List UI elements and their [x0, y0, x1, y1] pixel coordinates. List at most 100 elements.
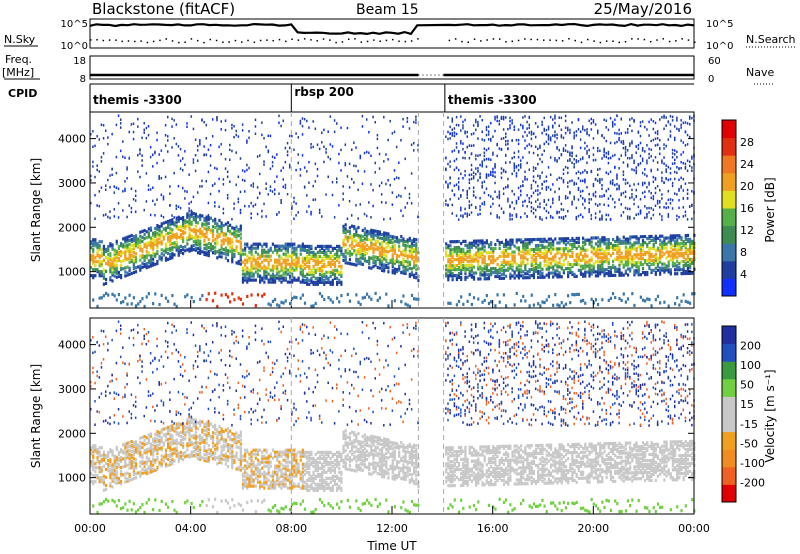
power-cell — [575, 217, 578, 221]
power-cell — [588, 155, 590, 158]
power-cell — [462, 253, 465, 258]
power-cell — [393, 130, 396, 134]
power-cell — [267, 134, 270, 138]
power-cell — [224, 250, 227, 254]
power-cell — [147, 235, 150, 239]
power-cell — [504, 274, 508, 278]
power-cell — [539, 275, 542, 279]
power-cell — [466, 130, 468, 134]
power-cell — [273, 260, 277, 264]
power-cell — [102, 246, 106, 250]
power-cell — [231, 246, 234, 250]
power-cell — [466, 267, 469, 271]
power-cell — [455, 115, 458, 119]
power-cell — [160, 232, 163, 236]
power-cell — [209, 154, 212, 158]
power-cell — [577, 118, 580, 121]
power-cell — [496, 274, 499, 279]
power-cell — [661, 268, 664, 272]
power-cell — [633, 261, 636, 265]
power-cell — [603, 268, 606, 272]
power-cell — [387, 240, 390, 244]
power-cell — [353, 164, 355, 168]
power-cell — [507, 254, 510, 258]
power-cell — [530, 238, 533, 242]
power-cell — [639, 295, 642, 299]
power-cell — [186, 238, 189, 242]
power-cell — [511, 256, 514, 260]
power-cell — [365, 292, 369, 296]
power-cell — [271, 190, 274, 193]
power-cell — [301, 293, 304, 297]
power-cell — [571, 252, 574, 257]
power-cell — [372, 188, 374, 192]
power-cell — [605, 218, 608, 221]
power-cell — [293, 148, 295, 151]
power-cell — [614, 245, 617, 250]
power-cell — [383, 249, 386, 253]
power-cell — [340, 264, 343, 268]
power-cell — [113, 258, 116, 262]
power-cell — [639, 141, 642, 145]
power-cell — [502, 117, 505, 121]
power-cell — [513, 303, 516, 307]
power-cell — [579, 171, 582, 175]
power-cell — [618, 255, 621, 259]
power-cell — [363, 247, 367, 251]
power-cell — [646, 185, 648, 189]
power-cell — [601, 266, 604, 270]
power-cell — [673, 240, 677, 244]
power-cell — [143, 242, 146, 247]
power-cell — [455, 123, 458, 127]
power-cell — [141, 235, 144, 239]
power-cell — [577, 128, 580, 131]
power-cell — [579, 258, 583, 262]
power-cell — [599, 248, 602, 252]
power-cell — [385, 233, 388, 238]
power-cell — [449, 260, 452, 264]
power-cell — [154, 262, 157, 266]
power-cell — [607, 197, 610, 200]
power-cell — [241, 302, 245, 306]
power-cell — [500, 147, 503, 151]
power-cell — [100, 248, 103, 252]
power-cell — [177, 245, 180, 249]
power-cell — [286, 141, 289, 145]
power-cell — [173, 235, 176, 239]
power-cell — [391, 191, 394, 194]
power-cell — [539, 243, 542, 248]
power-cell — [321, 258, 324, 262]
power-cell — [389, 240, 392, 244]
power-cell — [237, 229, 240, 234]
power-cell — [321, 246, 324, 251]
power-cell — [676, 155, 678, 159]
power-cell — [231, 254, 234, 258]
power-cell — [94, 242, 97, 246]
power-cell — [92, 165, 94, 168]
power-cell — [682, 255, 685, 260]
power-cell — [665, 164, 667, 167]
power-cell — [586, 264, 589, 268]
power-cell — [102, 258, 106, 262]
power-cell — [592, 119, 595, 122]
power-cell — [667, 206, 670, 209]
power-cell — [188, 249, 191, 253]
power-cell — [622, 235, 625, 239]
power-cell — [205, 235, 208, 239]
power-cell — [641, 243, 645, 247]
power-cell — [624, 148, 627, 151]
power-cell — [130, 255, 133, 260]
power-cell — [631, 247, 634, 251]
power-cell — [252, 254, 255, 258]
power-cell — [175, 123, 178, 126]
power-cell — [686, 257, 690, 262]
power-cell — [325, 264, 328, 268]
power-cell — [669, 238, 672, 242]
power-cell — [481, 261, 484, 265]
power-cell — [224, 167, 227, 170]
power-cell — [650, 139, 652, 143]
power-cell — [509, 124, 511, 127]
power-cell — [635, 263, 638, 267]
power-cell — [216, 304, 219, 309]
power-cell — [671, 258, 675, 262]
